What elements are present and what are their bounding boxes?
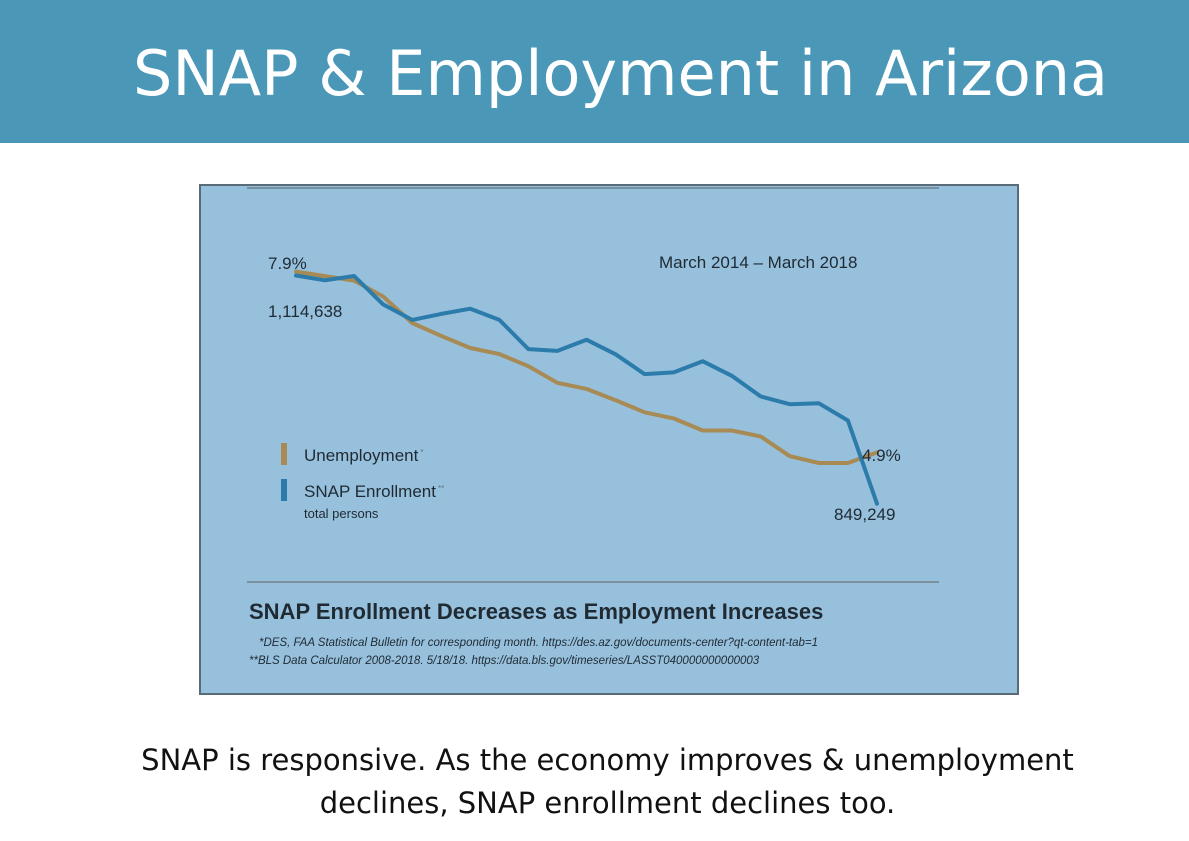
footnote-des: *DES, FAA Statistical Bulletin for corre… (259, 637, 818, 649)
snap-series-line (294, 273, 879, 506)
snap-start-label: 1,114,638 (268, 302, 342, 321)
caption-line-2: declines, SNAP enrollment declines too. (319, 786, 896, 820)
slide-title: SNAP & Employment in Arizona (133, 37, 1109, 110)
legend-swatch-unemployment (281, 443, 287, 465)
series-layer (294, 269, 879, 506)
title-banner: SNAP & Employment in Arizona (0, 0, 1189, 143)
legend-sublabel-snap: total persons (304, 506, 379, 521)
caption-line-1: SNAP is responsive. As the economy impro… (141, 743, 1074, 777)
unemployment-start-label: 7.9% (268, 254, 307, 273)
footnote-bls: **BLS Data Calculator 2008-2018. 5/18/18… (249, 655, 760, 667)
snap-end-label: 849,249 (834, 505, 895, 524)
legend-item-snap: SNAP Enrollment ** (304, 482, 444, 501)
unemployment-series-line (294, 269, 879, 465)
legend-swatch-snap (281, 479, 287, 501)
unemployment-end-label: 4.9% (862, 446, 901, 465)
legend-marker-unemployment: * (420, 448, 423, 457)
legend-label-snap: SNAP Enrollment (304, 482, 436, 501)
legend-item-unemployment: Unemployment * (304, 446, 423, 465)
chart-panel: 7.9% 1,114,638 March 2014 – March 2018 4… (199, 184, 1019, 695)
chart-title: SNAP Enrollment Decreases as Employment … (249, 599, 823, 624)
legend-marker-snap: ** (438, 484, 444, 493)
legend-label-unemployment: Unemployment (304, 446, 419, 465)
chart-legend: Unemployment * SNAP Enrollment ** total pe… (281, 443, 444, 521)
date-range-label: March 2014 – March 2018 (659, 253, 857, 272)
line-chart: 7.9% 1,114,638 March 2014 – March 2018 4… (247, 187, 939, 667)
